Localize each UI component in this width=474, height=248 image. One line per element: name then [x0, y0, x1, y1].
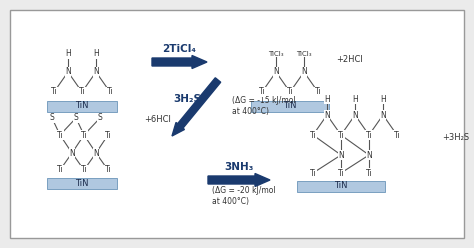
- Text: Ti: Ti: [81, 165, 87, 175]
- Text: Ti: Ti: [57, 130, 64, 139]
- Text: Ti: Ti: [337, 168, 344, 178]
- Text: N: N: [93, 67, 99, 76]
- Text: N: N: [69, 149, 75, 157]
- Text: TiCl₃: TiCl₃: [296, 51, 312, 57]
- Text: N: N: [93, 149, 99, 157]
- Text: N: N: [324, 111, 330, 120]
- Text: Ti: Ti: [51, 88, 57, 96]
- Text: S: S: [50, 114, 55, 123]
- Text: Ti: Ti: [287, 88, 293, 96]
- Text: Ti: Ti: [81, 130, 87, 139]
- Text: H: H: [352, 94, 358, 103]
- Text: N: N: [338, 151, 344, 159]
- Text: N: N: [380, 111, 386, 120]
- FancyBboxPatch shape: [47, 178, 117, 188]
- Text: H: H: [93, 50, 99, 59]
- Text: Ti: Ti: [365, 130, 372, 139]
- Text: Ti: Ti: [105, 130, 111, 139]
- Text: Ti: Ti: [315, 88, 321, 96]
- Text: (ΔG = -15 kJ/mol
at 400°C): (ΔG = -15 kJ/mol at 400°C): [232, 96, 296, 116]
- Text: H: H: [380, 94, 386, 103]
- Text: N: N: [273, 67, 279, 76]
- Text: TiN: TiN: [334, 182, 348, 190]
- Text: Ti: Ti: [79, 88, 85, 96]
- Text: TiCl₃: TiCl₃: [268, 51, 284, 57]
- Text: TiN: TiN: [75, 101, 89, 111]
- Text: N: N: [352, 111, 358, 120]
- Text: Ti: Ti: [365, 168, 372, 178]
- Text: Ti: Ti: [310, 168, 316, 178]
- FancyBboxPatch shape: [251, 100, 329, 112]
- Text: S: S: [73, 114, 78, 123]
- FancyArrow shape: [208, 174, 270, 186]
- Text: H: H: [324, 94, 330, 103]
- Text: +2HCl: +2HCl: [337, 56, 364, 64]
- FancyArrow shape: [152, 56, 207, 68]
- Text: S: S: [98, 114, 102, 123]
- Text: Ti: Ti: [107, 88, 113, 96]
- Text: TiN: TiN: [75, 179, 89, 187]
- FancyBboxPatch shape: [47, 100, 117, 112]
- Text: H: H: [65, 50, 71, 59]
- Text: Ti: Ti: [394, 130, 401, 139]
- Text: N: N: [366, 151, 372, 159]
- Text: N: N: [65, 67, 71, 76]
- FancyBboxPatch shape: [10, 10, 464, 238]
- Text: +3H₂S: +3H₂S: [442, 133, 470, 143]
- Text: +6HCl: +6HCl: [145, 116, 172, 124]
- Text: 2TiCl₄: 2TiCl₄: [163, 43, 196, 54]
- Text: N: N: [301, 67, 307, 76]
- Text: Ti: Ti: [105, 165, 111, 175]
- Text: 3H₂S: 3H₂S: [173, 94, 201, 104]
- FancyBboxPatch shape: [297, 181, 385, 191]
- Text: TiN: TiN: [283, 101, 297, 111]
- Text: Ti: Ti: [259, 88, 265, 96]
- Text: 3NH₃: 3NH₃: [224, 161, 254, 172]
- FancyArrow shape: [172, 78, 221, 136]
- Text: Ti: Ti: [57, 165, 64, 175]
- Text: Ti: Ti: [310, 130, 316, 139]
- Text: Ti: Ti: [337, 130, 344, 139]
- Text: (ΔG = -20 kJ/mol
at 400°C): (ΔG = -20 kJ/mol at 400°C): [212, 186, 275, 206]
